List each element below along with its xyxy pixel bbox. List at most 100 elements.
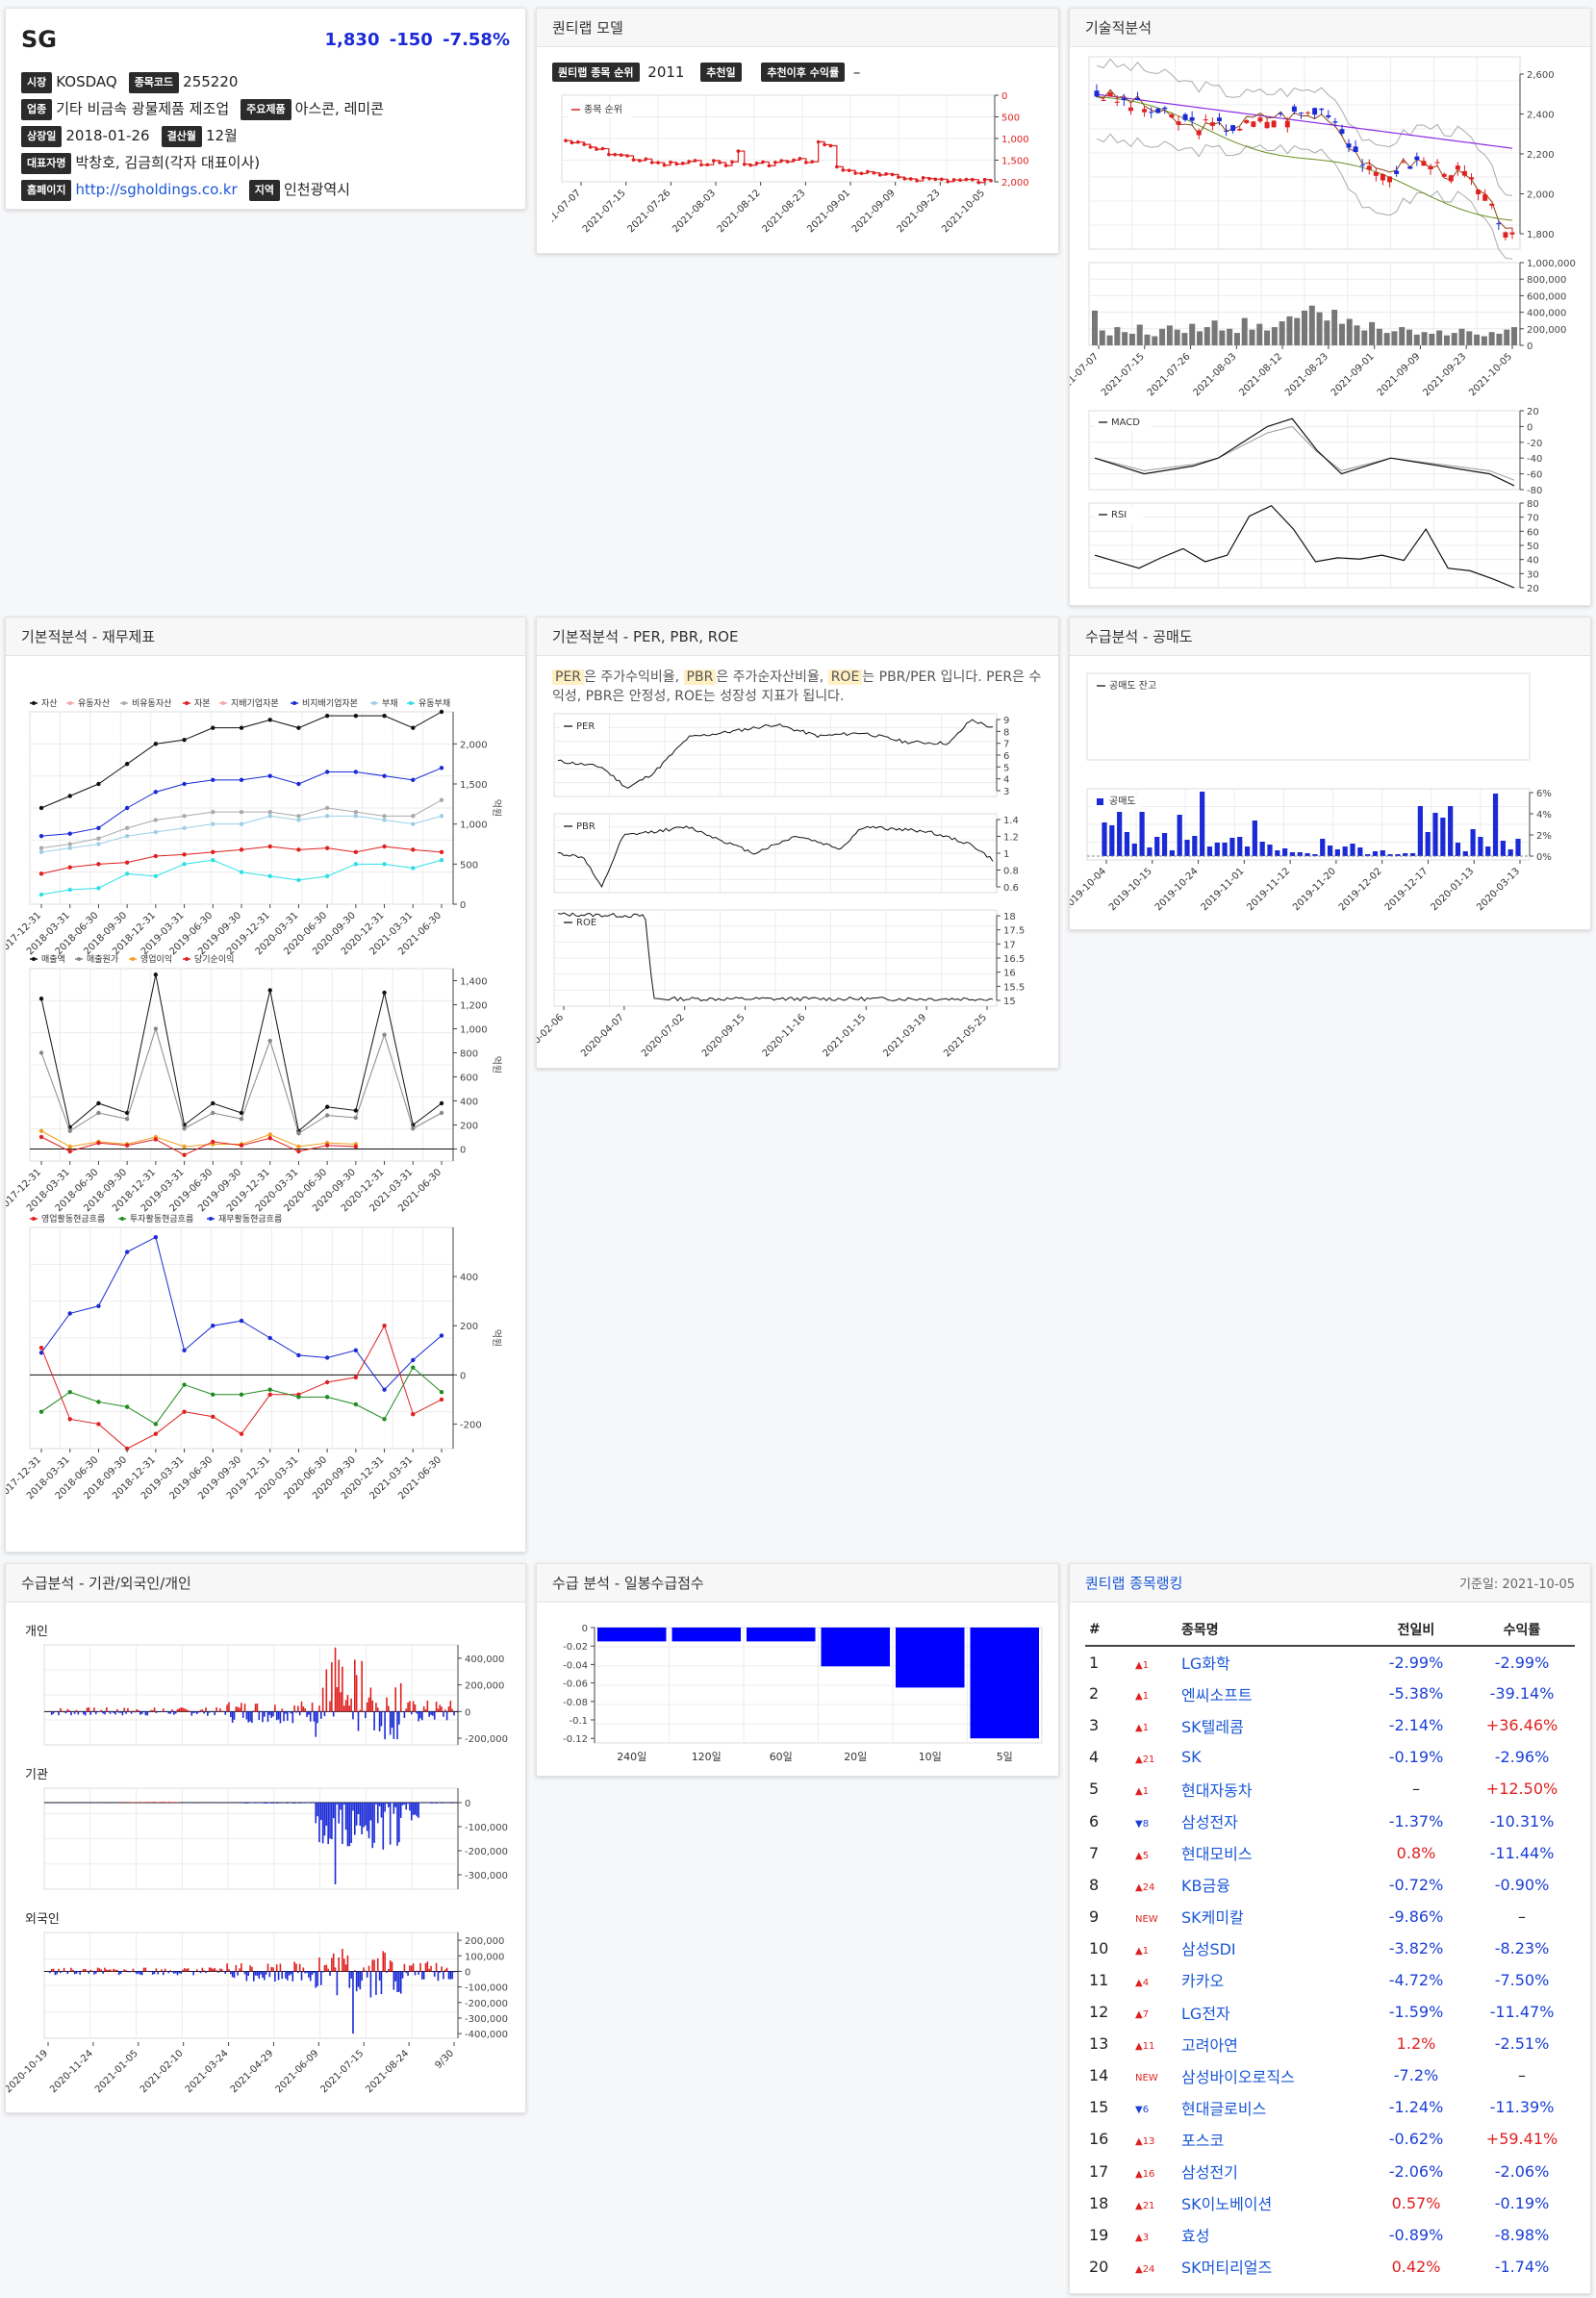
- score-bar: [970, 1628, 1039, 1739]
- stock-link[interactable]: KB금융: [1181, 1877, 1230, 1896]
- data-point: [96, 825, 101, 831]
- data-point: [239, 847, 244, 852]
- flow-bar: [419, 1711, 421, 1719]
- rank-row[interactable]: 9 NEW SK케미칼 -9.86% –: [1085, 1901, 1575, 1932]
- stock-link[interactable]: SK텔레콤: [1181, 1717, 1244, 1736]
- rank-row[interactable]: 11 ▲4 카카오 -4.72% -7.50%: [1085, 1964, 1575, 1996]
- stock-link[interactable]: 현대글로비스: [1181, 2099, 1267, 2118]
- rank-row[interactable]: 15 ▼6 현대글로비스 -1.24% -11.39%: [1085, 2091, 1575, 2123]
- rank-point: [859, 171, 864, 176]
- rank-row[interactable]: 5 ▲1 현대자동차 – +12.50%: [1085, 1773, 1575, 1805]
- stock-link[interactable]: 효성: [1181, 2227, 1210, 2246]
- homepage-link[interactable]: http://sgholdings.co.kr: [75, 181, 238, 198]
- stock-link[interactable]: 포스코: [1181, 2131, 1225, 2150]
- stock-link[interactable]: 현대모비스: [1181, 1845, 1253, 1864]
- stock-link[interactable]: 삼성바이오로직스: [1181, 2067, 1295, 2086]
- flow-bar: [311, 1703, 314, 1712]
- rank-row[interactable]: 18 ▲21 SK이노베이션 0.57% -0.19%: [1085, 2187, 1575, 2219]
- flow-bar: [439, 1971, 442, 1973]
- stock-link[interactable]: 엔씨소프트: [1181, 1685, 1253, 1705]
- flow-bar: [106, 1706, 108, 1712]
- flow-bar: [109, 1969, 112, 1972]
- flow-bar: [331, 1662, 333, 1712]
- x-tick-label: 2020-01-13: [1429, 866, 1476, 913]
- stock-link[interactable]: 삼성전기: [1181, 2163, 1238, 2183]
- rank-row[interactable]: 1 ▲1 LG화학 -2.99% -2.99%: [1085, 1646, 1575, 1678]
- rank-move-cell: ▲24: [1131, 2251, 1178, 2283]
- y-tick-label: -0.12: [563, 1734, 588, 1745]
- stock-link[interactable]: 카카오: [1181, 1972, 1225, 1991]
- rank-point: [853, 171, 857, 175]
- flow-bar: [66, 1708, 69, 1712]
- candle: [1319, 108, 1325, 111]
- rank-row[interactable]: 19 ▲3 효성 -0.89% -8.98%: [1085, 2219, 1575, 2251]
- rank-row[interactable]: 7 ▲5 현대모비스 0.8% -11.44%: [1085, 1837, 1575, 1869]
- stock-link[interactable]: SK: [1181, 1748, 1202, 1767]
- candle: [1366, 165, 1372, 170]
- flow-bar: [218, 1707, 221, 1712]
- short-bar: [1485, 846, 1491, 856]
- data-point: [96, 836, 101, 841]
- stock-link[interactable]: 현대자동차: [1181, 1780, 1253, 1800]
- flow-bar: [378, 1803, 381, 1806]
- y-tick-label: 1,500: [460, 780, 488, 791]
- rank-row[interactable]: 20 ▲24 SK머티리얼즈 0.42% -1.74%: [1085, 2251, 1575, 2283]
- flow-bar: [104, 1967, 106, 1972]
- flow-bar: [142, 1967, 145, 1972]
- stock-link[interactable]: SK머티리얼즈: [1181, 2259, 1273, 2278]
- rank-prev: -2.99%: [1388, 1653, 1444, 1672]
- y-tick-label: 500: [460, 860, 478, 871]
- volume-bar: [1128, 333, 1135, 345]
- flow-bar: [441, 1803, 443, 1804]
- rank-row[interactable]: 10 ▲1 삼성SDI -3.82% -8.23%: [1085, 1932, 1575, 1964]
- stock-link[interactable]: LG전자: [1181, 2004, 1230, 2023]
- flow-bar: [306, 1971, 308, 1973]
- y-tick-label: -0.04: [563, 1660, 588, 1671]
- data-point: [439, 709, 444, 715]
- data-point: [239, 725, 244, 730]
- stock-link[interactable]: LG화학: [1181, 1654, 1230, 1674]
- flow-bar: [220, 1968, 223, 1972]
- stock-link[interactable]: 삼성SDI: [1181, 1940, 1236, 1959]
- data-point: [67, 1149, 72, 1154]
- legend-label: 자산: [41, 698, 58, 709]
- stock-link[interactable]: 삼성전자: [1181, 1813, 1238, 1832]
- volume-bar: [1429, 333, 1435, 345]
- flow-bar: [192, 1711, 194, 1713]
- rank-row[interactable]: 3 ▲1 SK텔레콤 -2.14% +36.46%: [1085, 1709, 1575, 1741]
- rank-row[interactable]: 6 ▼8 삼성전자 -1.37% -10.31%: [1085, 1805, 1575, 1836]
- flow-bar: [185, 1968, 188, 1972]
- rank-card-title[interactable]: 퀀티랩 종목랭킹: [1085, 1575, 1183, 1592]
- rank-row[interactable]: 4 ▲21 SK -0.19% -2.96%: [1085, 1741, 1575, 1773]
- flow-bar: [230, 1971, 232, 1975]
- stock-link[interactable]: 고려아연: [1181, 2035, 1238, 2055]
- flow-bar: [266, 1803, 269, 1804]
- rank-row[interactable]: 13 ▲11 고려아연 1.2% -2.51%: [1085, 2028, 1575, 2059]
- rank-row[interactable]: 2 ▲1 엔씨소프트 -5.38% -39.14%: [1085, 1678, 1575, 1709]
- flow-bar: [56, 1971, 59, 1975]
- flow-bar: [239, 1707, 241, 1712]
- data-point: [239, 870, 244, 874]
- volume-bar: [1504, 329, 1510, 345]
- flow-bar: [64, 1711, 67, 1714]
- rank-row[interactable]: 16 ▲13 포스코 -0.62% +59.41%: [1085, 2123, 1575, 2155]
- stock-link[interactable]: SK케미칼: [1181, 1908, 1244, 1928]
- rank-name-cell: 현대글로비스: [1178, 2091, 1363, 2123]
- flow-bar: [414, 1704, 417, 1712]
- rank-no: 17: [1089, 2161, 1109, 2181]
- rank-point: [576, 139, 580, 144]
- stock-link[interactable]: SK이노베이션: [1181, 2195, 1273, 2214]
- volume-bar: [1496, 333, 1503, 345]
- flow-bar: [264, 1711, 266, 1717]
- flow-bar: [205, 1971, 207, 1974]
- rank-row[interactable]: 14 NEW 삼성바이오로직스 -7.2% –: [1085, 2059, 1575, 2091]
- rank-card: 퀀티랩 종목랭킹 기준일: 2021-10-05 # 종목명 전일비 수익률 1…: [1069, 1563, 1591, 2294]
- flow-bar: [139, 1802, 141, 1803]
- y-tick-label: 2,000: [460, 740, 488, 750]
- rank-row[interactable]: 17 ▲16 삼성전기 -2.06% -2.06%: [1085, 2156, 1575, 2187]
- candle: [1332, 121, 1338, 123]
- data-point: [439, 1333, 444, 1338]
- x-tick-label: 2021-07-26: [1146, 351, 1193, 398]
- rank-row[interactable]: 8 ▲24 KB금융 -0.72% -0.90%: [1085, 1869, 1575, 1901]
- rank-row[interactable]: 12 ▲7 LG전자 -1.59% -11.47%: [1085, 1996, 1575, 2028]
